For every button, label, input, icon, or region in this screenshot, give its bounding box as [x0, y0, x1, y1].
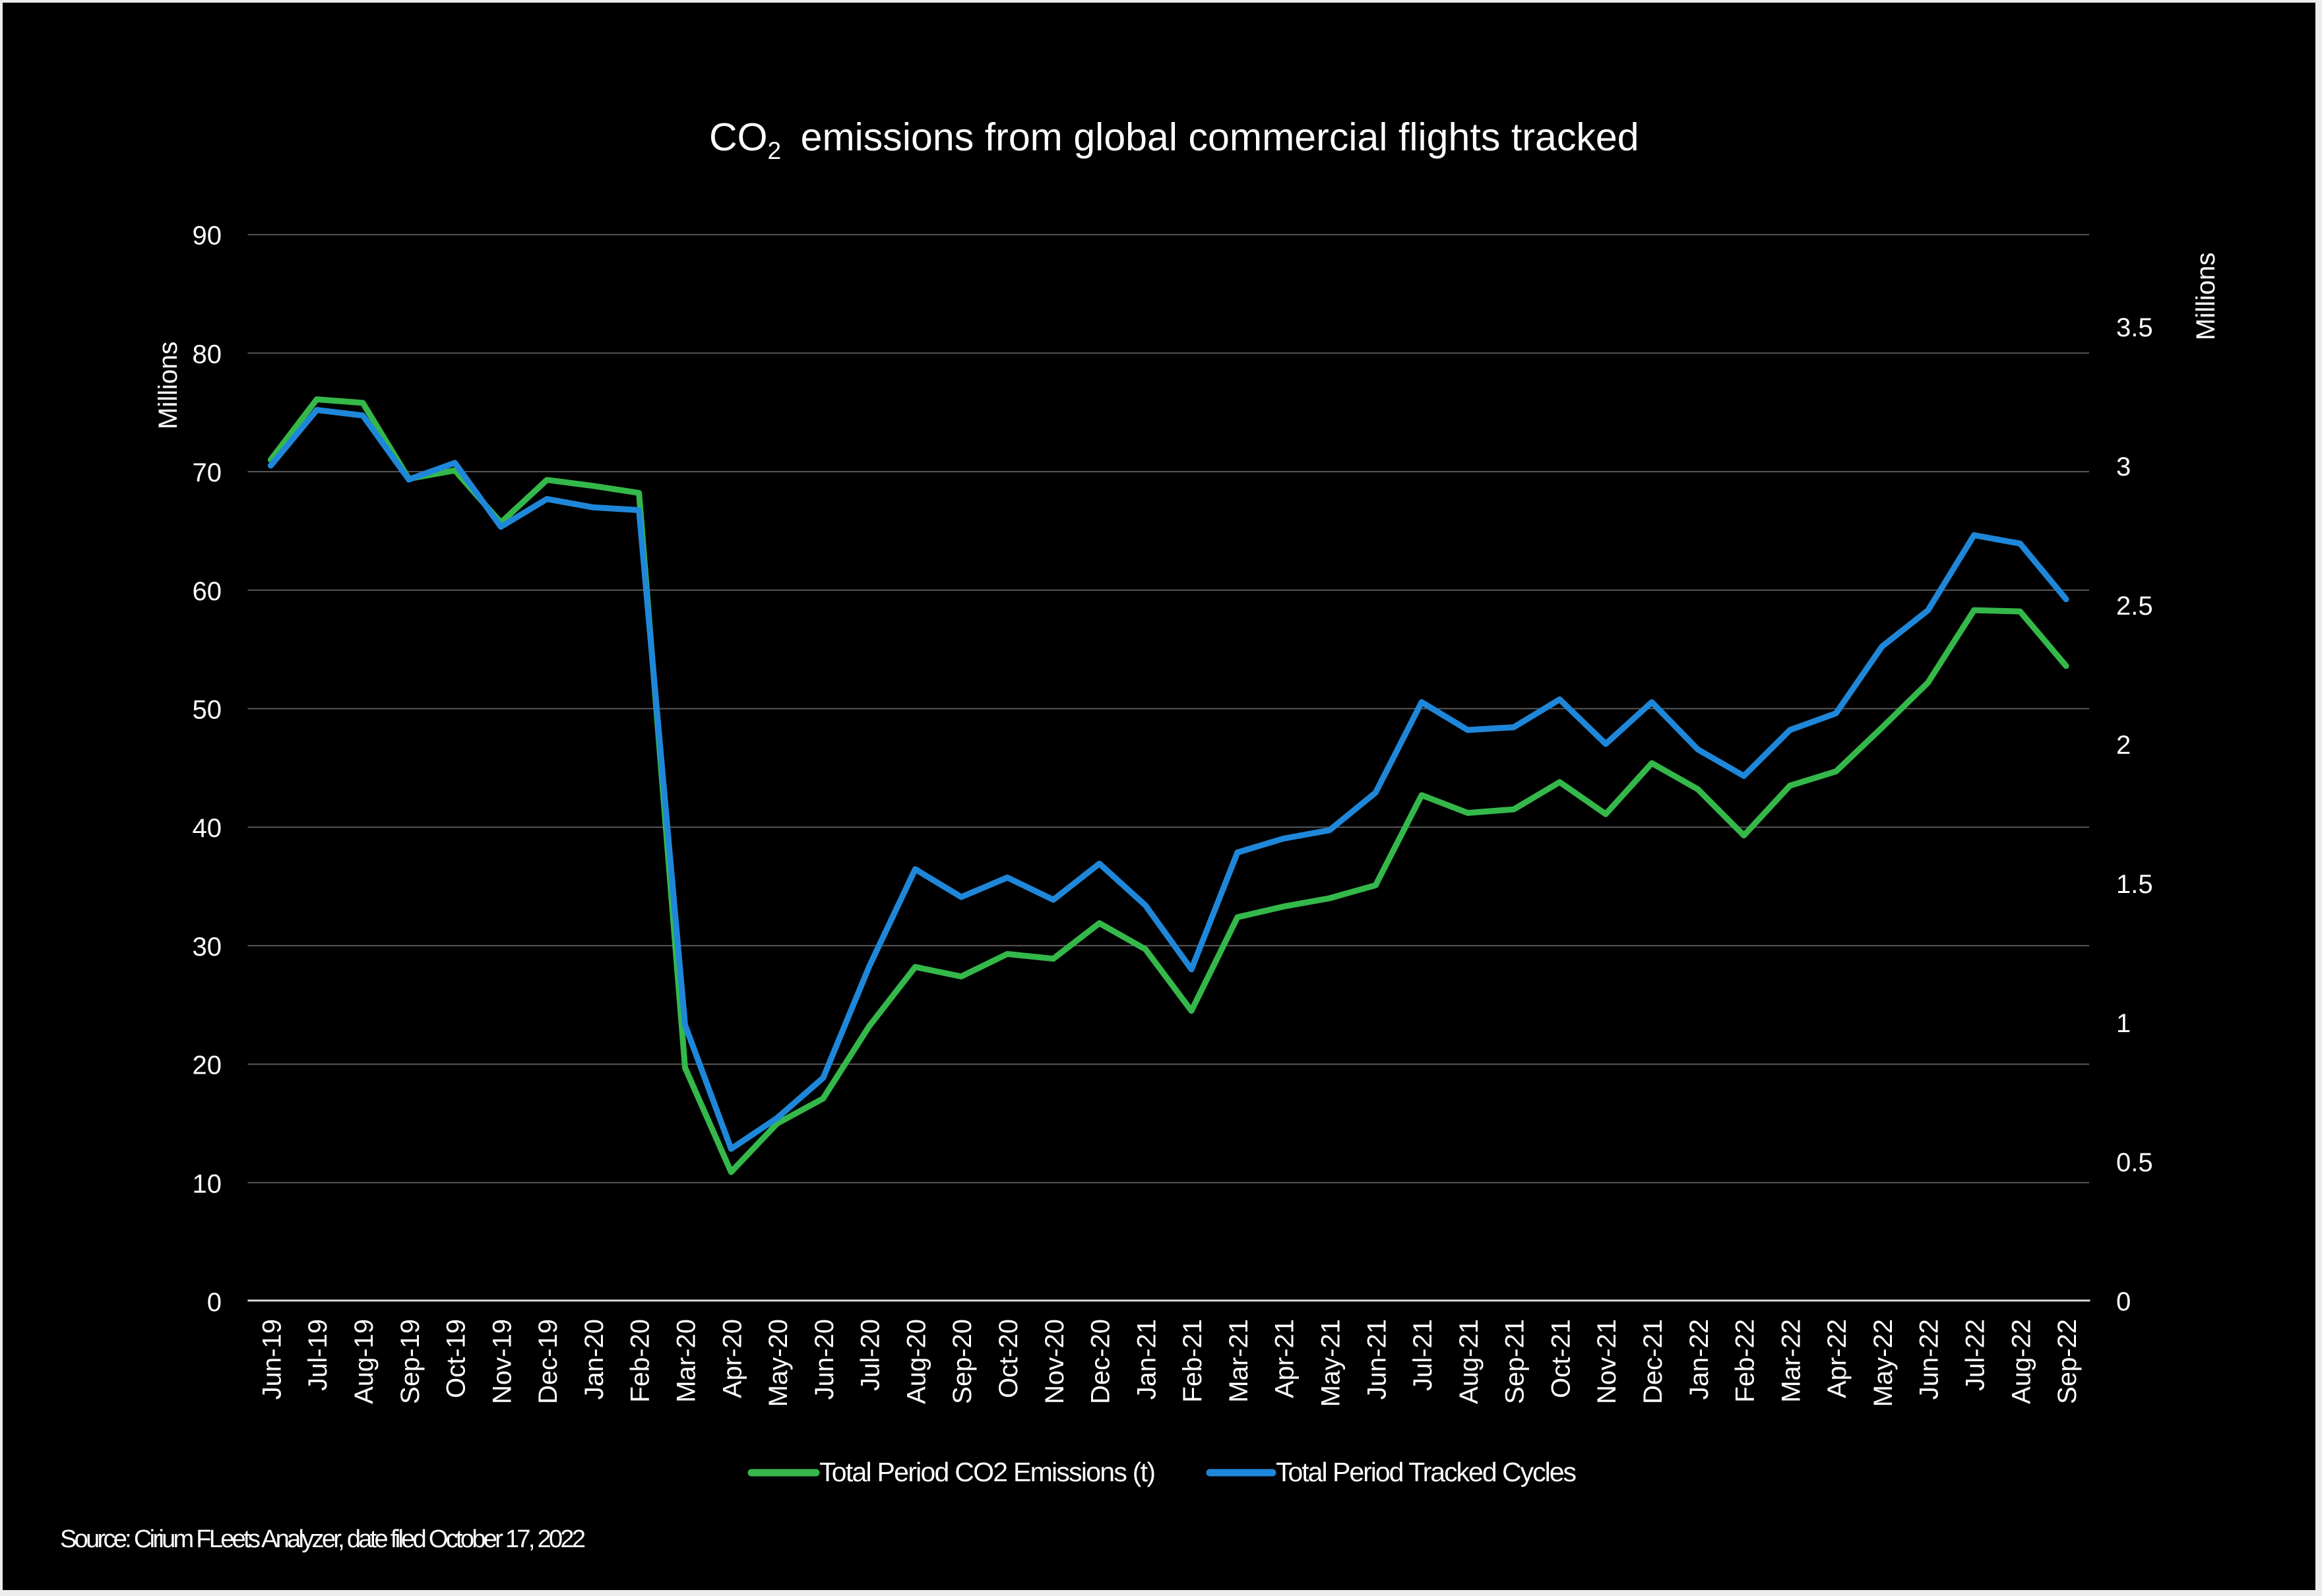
svg-text:Nov-19: Nov-19: [487, 1319, 517, 1404]
svg-text:Total Period CO2 Emissions (t): Total Period CO2 Emissions (t): [819, 1457, 1156, 1487]
svg-text:3.5: 3.5: [2116, 313, 2153, 342]
svg-text:Dec-21: Dec-21: [1639, 1319, 1668, 1404]
svg-text:Oct-19: Oct-19: [442, 1319, 471, 1398]
svg-text:80: 80: [193, 340, 222, 369]
svg-text:2.5: 2.5: [2116, 592, 2153, 621]
svg-text:May-20: May-20: [764, 1319, 793, 1407]
svg-text:Jun-22: Jun-22: [1915, 1319, 1944, 1399]
svg-text:Nov-21: Nov-21: [1592, 1319, 1621, 1404]
svg-text:Jun-20: Jun-20: [810, 1319, 839, 1399]
svg-text:2: 2: [2116, 731, 2131, 760]
svg-text:Oct-21: Oct-21: [1546, 1319, 1575, 1398]
svg-text:Jul-19: Jul-19: [303, 1319, 332, 1391]
svg-text:Mar-20: Mar-20: [672, 1319, 701, 1403]
svg-text:Jun-19: Jun-19: [257, 1319, 286, 1399]
svg-text:70: 70: [193, 458, 222, 487]
svg-text:Jan-21: Jan-21: [1132, 1319, 1161, 1399]
svg-text:May-21: May-21: [1317, 1319, 1346, 1407]
svg-text:90: 90: [193, 222, 222, 251]
svg-text:50: 50: [193, 696, 222, 725]
svg-text:Sep-22: Sep-22: [2053, 1319, 2082, 1404]
svg-text:30: 30: [193, 933, 222, 962]
svg-text:Apr-22: Apr-22: [1823, 1319, 1852, 1398]
svg-text:Aug-21: Aug-21: [1455, 1319, 1484, 1404]
svg-text:60: 60: [193, 577, 222, 606]
svg-text:Jan-20: Jan-20: [580, 1319, 609, 1399]
svg-text:Apr-20: Apr-20: [718, 1319, 747, 1398]
svg-text:Jul-22: Jul-22: [1961, 1319, 1990, 1391]
svg-text:Oct-20: Oct-20: [994, 1319, 1023, 1398]
svg-text:20: 20: [193, 1051, 222, 1080]
svg-text:CO2 emissions from global comm: CO2 emissions from global commercial fli…: [709, 115, 1639, 164]
svg-text:Feb-21: Feb-21: [1178, 1319, 1207, 1403]
svg-text:Millions: Millions: [2191, 253, 2220, 340]
svg-text:Aug-20: Aug-20: [902, 1319, 931, 1404]
svg-text:Jan-22: Jan-22: [1685, 1319, 1714, 1399]
svg-text:Millions: Millions: [154, 342, 183, 429]
svg-text:Sep-21: Sep-21: [1501, 1319, 1530, 1404]
svg-text:Jul-20: Jul-20: [856, 1319, 885, 1391]
svg-text:3: 3: [2116, 452, 2131, 481]
svg-text:Dec-19: Dec-19: [534, 1319, 563, 1404]
svg-text:Apr-21: Apr-21: [1271, 1319, 1300, 1398]
svg-text:0: 0: [207, 1288, 222, 1317]
svg-text:10: 10: [193, 1169, 222, 1198]
svg-text:1.5: 1.5: [2116, 870, 2153, 899]
svg-text:Feb-20: Feb-20: [626, 1319, 655, 1403]
svg-text:Source: Cirium FLeets Analyzer: Source: Cirium FLeets Analyzer, date fil…: [60, 1525, 586, 1553]
svg-text:Mar-22: Mar-22: [1776, 1319, 1805, 1403]
svg-text:Nov-20: Nov-20: [1040, 1319, 1069, 1404]
svg-text:Total Period Tracked Cycles: Total Period Tracked Cycles: [1276, 1457, 1577, 1487]
svg-text:Aug-19: Aug-19: [350, 1319, 379, 1404]
svg-text:40: 40: [193, 814, 222, 843]
svg-text:Mar-21: Mar-21: [1224, 1319, 1253, 1403]
svg-text:0: 0: [2116, 1287, 2131, 1316]
svg-text:Aug-22: Aug-22: [2007, 1319, 2036, 1404]
svg-text:1: 1: [2116, 1009, 2131, 1038]
svg-text:Jul-21: Jul-21: [1408, 1319, 1437, 1391]
svg-text:Feb-22: Feb-22: [1731, 1319, 1760, 1403]
svg-text:0.5: 0.5: [2116, 1148, 2153, 1177]
svg-text:May-22: May-22: [1869, 1319, 1898, 1407]
svg-text:Sep-19: Sep-19: [396, 1319, 425, 1404]
svg-text:Sep-20: Sep-20: [948, 1319, 977, 1404]
svg-text:Jun-21: Jun-21: [1362, 1319, 1391, 1399]
svg-text:Dec-20: Dec-20: [1086, 1319, 1115, 1404]
